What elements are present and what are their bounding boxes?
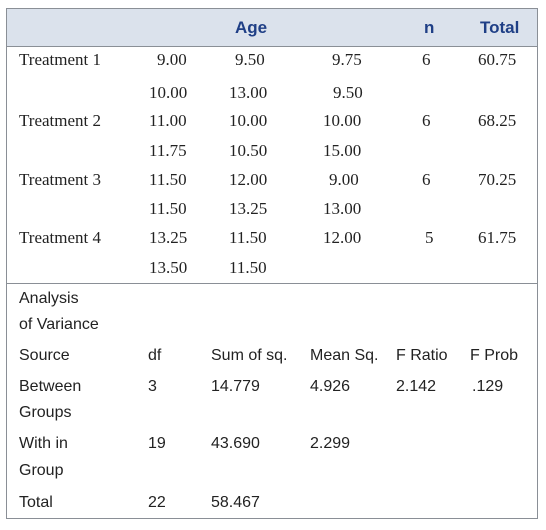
cell: 12.00 (229, 170, 268, 189)
column-header-f-ratio: F Ratio (396, 347, 448, 364)
cell-n: 6 (422, 50, 431, 69)
treatment-3-label: Treatment 3 (19, 170, 102, 189)
cell: 10.00 (323, 111, 362, 130)
cell-ms: 4.926 (310, 378, 351, 395)
cell-n: 6 (422, 111, 431, 130)
cell: 13.25 (149, 228, 188, 247)
treatment-4-label: Treatment 4 (19, 228, 102, 247)
column-header-f-prob: F Prob (470, 347, 519, 364)
cell: 9.00 (157, 50, 187, 69)
cell-ss: 43.690 (211, 435, 260, 452)
cell: 11.50 (149, 199, 187, 218)
cell-total: 61.75 (478, 228, 517, 247)
cell: 9.50 (333, 83, 363, 102)
cell: 11.50 (229, 258, 267, 277)
source-between: Between (19, 378, 82, 395)
cell: 12.00 (323, 228, 362, 247)
header-total: Total (480, 18, 520, 37)
cell-df: 3 (148, 378, 157, 395)
cell-n: 5 (425, 228, 434, 247)
cell: 10.00 (229, 111, 268, 130)
cell: 11.50 (229, 228, 267, 247)
treatment-2-label: Treatment 2 (19, 111, 102, 130)
cell-f-ratio: 2.142 (396, 378, 437, 395)
cell-f-prob: .129 (472, 378, 504, 395)
cell: 13.50 (149, 258, 188, 277)
cell-total: 60.75 (478, 50, 517, 69)
anova-title: Analysis (19, 290, 79, 307)
cell-df: 22 (148, 494, 166, 511)
header-n: n (424, 18, 435, 37)
cell-df: 19 (148, 435, 166, 452)
cell-total: 70.25 (478, 170, 517, 189)
cell: 13.00 (323, 199, 362, 218)
source-between-line2: Groups (19, 404, 72, 421)
cell: 11.75 (149, 141, 187, 160)
column-header-sum-of-squares: Sum of sq. (211, 347, 288, 364)
data-table: Age n Total Treatment 1 9.00 9.50 9.75 6… (6, 8, 538, 519)
cell: 11.00 (149, 111, 187, 130)
cell: 9.00 (329, 170, 359, 189)
column-header-df: df (148, 347, 162, 364)
cell-ss: 14.779 (211, 378, 260, 395)
table-header: Age n Total (7, 9, 537, 47)
source-total: Total (19, 494, 53, 511)
column-header-mean-square: Mean Sq. (310, 347, 379, 364)
cell-n: 6 (422, 170, 431, 189)
cell: 15.00 (323, 141, 362, 160)
cell: 10.00 (149, 83, 188, 102)
anova-title-line2: of Variance (19, 316, 99, 333)
cell: 13.00 (229, 83, 268, 102)
header-age: Age (235, 18, 268, 37)
cell: 13.25 (229, 199, 268, 218)
cell-total: 68.25 (478, 111, 517, 130)
section-divider (7, 283, 537, 284)
cell: 9.50 (235, 50, 265, 69)
cell: 10.50 (229, 141, 268, 160)
treatment-1-label: Treatment 1 (19, 50, 102, 69)
cell: 11.50 (149, 170, 187, 189)
cell: 9.75 (332, 50, 362, 69)
source-within-line2: Group (19, 462, 64, 479)
cell-ms: 2.299 (310, 435, 351, 452)
cell-ss: 58.467 (211, 494, 260, 511)
source-within: With in (19, 435, 68, 452)
column-header-source: Source (19, 347, 70, 364)
